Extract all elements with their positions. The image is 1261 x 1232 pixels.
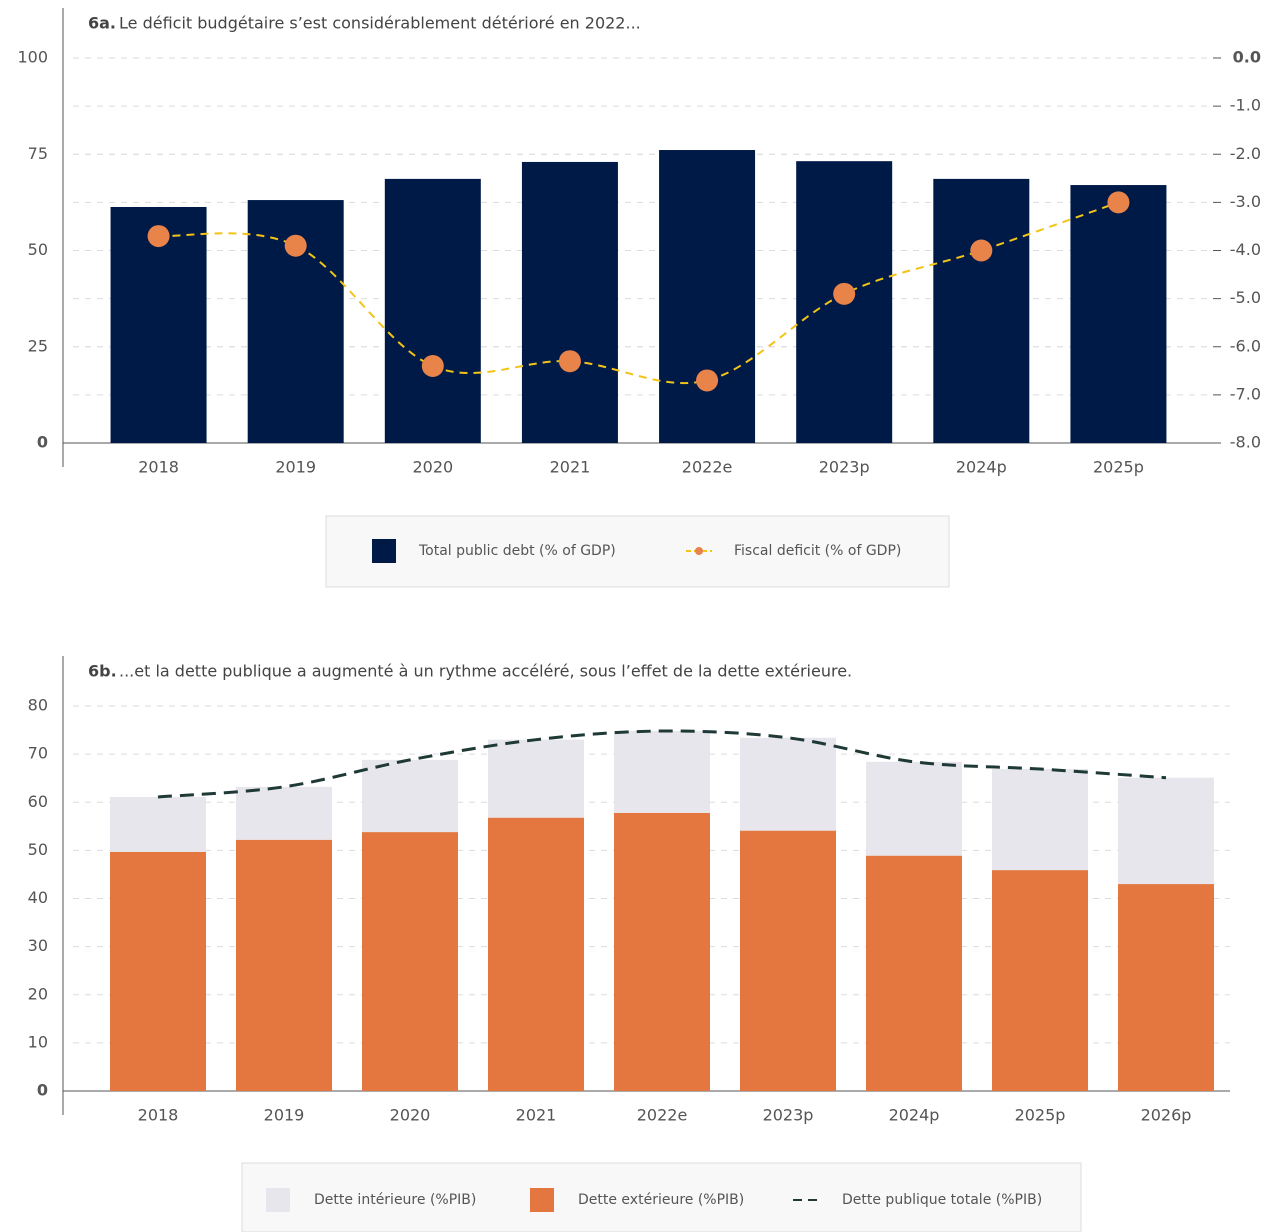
y-tick-label: 0 bbox=[37, 1081, 48, 1100]
bar bbox=[866, 855, 962, 1091]
bar bbox=[488, 739, 584, 818]
marker bbox=[970, 239, 993, 262]
x-tick-label: 2021 bbox=[550, 458, 591, 477]
legend-swatch bbox=[266, 1188, 290, 1212]
y-tick-label: 60 bbox=[28, 792, 48, 811]
x-tick-label: 2022e bbox=[637, 1106, 688, 1125]
bar bbox=[1118, 884, 1214, 1091]
bar bbox=[384, 178, 481, 443]
bar bbox=[488, 817, 584, 1091]
y2-tick-label: -8.0 bbox=[1230, 433, 1261, 452]
bar bbox=[614, 812, 710, 1091]
y-tick-label: 75 bbox=[28, 144, 48, 163]
x-tick-label: 2019 bbox=[264, 1106, 305, 1125]
marker bbox=[833, 282, 856, 305]
legend-swatch bbox=[530, 1188, 554, 1212]
y2-tick-label: -2.0 bbox=[1230, 144, 1261, 163]
y-tick-label: 80 bbox=[28, 696, 48, 715]
y-tick-label: 50 bbox=[28, 240, 48, 259]
line bbox=[158, 201, 1119, 385]
x-tick-label: 2026p bbox=[1141, 1106, 1192, 1125]
legend-label: Dette intérieure (%PIB) bbox=[314, 1192, 476, 1208]
y2-tick-label: -3.0 bbox=[1230, 192, 1261, 211]
x-tick-label: 2018 bbox=[138, 1106, 179, 1125]
legend-swatch bbox=[372, 539, 396, 563]
x-tick-label: 2025p bbox=[1093, 458, 1144, 477]
y-tick-label: 10 bbox=[28, 1032, 48, 1051]
y2-tick-label: -6.0 bbox=[1230, 336, 1261, 355]
y-tick-label: 0 bbox=[37, 433, 48, 452]
bar bbox=[236, 839, 332, 1091]
x-tick-label: 2024p bbox=[889, 1106, 940, 1125]
y2-tick-label: -1.0 bbox=[1230, 96, 1261, 115]
bar bbox=[992, 769, 1088, 871]
marker bbox=[1107, 191, 1130, 214]
y2-tick-label: -5.0 bbox=[1230, 288, 1261, 307]
legend-label: Fiscal deficit (% of GDP) bbox=[734, 543, 901, 559]
y2-tick-label: 0.0 bbox=[1233, 48, 1261, 67]
chart-title: ...et la dette publique a augmenté à un … bbox=[119, 662, 852, 681]
marker bbox=[421, 355, 444, 377]
bar bbox=[659, 150, 756, 443]
y2-tick-label: -7.0 bbox=[1230, 384, 1261, 403]
y-tick-label: 40 bbox=[28, 888, 48, 907]
x-tick-label: 2023p bbox=[819, 458, 870, 477]
y-tick-label: 25 bbox=[28, 336, 48, 355]
marker bbox=[558, 350, 581, 373]
bar bbox=[1070, 185, 1167, 444]
x-tick-label: 2020 bbox=[412, 458, 453, 477]
bar bbox=[866, 761, 962, 856]
bar bbox=[236, 786, 332, 840]
bar bbox=[362, 759, 458, 833]
chart-title-prefix: 6b. bbox=[88, 662, 117, 681]
bar bbox=[110, 851, 206, 1091]
x-tick-label: 2019 bbox=[275, 458, 316, 477]
legend-label: Dette publique totale (%PIB) bbox=[842, 1192, 1042, 1208]
bar bbox=[992, 870, 1088, 1091]
bar bbox=[521, 161, 618, 443]
legend-box bbox=[241, 1162, 1082, 1232]
x-tick-label: 2025p bbox=[1015, 1106, 1066, 1125]
y-tick-label: 100 bbox=[17, 48, 48, 67]
bar bbox=[933, 178, 1030, 443]
y-tick-label: 30 bbox=[28, 936, 48, 955]
marker bbox=[696, 369, 719, 392]
bar bbox=[110, 796, 206, 852]
line bbox=[157, 729, 1167, 799]
x-tick-label: 2020 bbox=[390, 1106, 431, 1125]
y2-tick-label: -4.0 bbox=[1230, 240, 1261, 259]
legend-box bbox=[325, 515, 950, 588]
marker bbox=[284, 234, 307, 257]
y-tick-label: 70 bbox=[28, 744, 48, 763]
x-tick-label: 2022e bbox=[682, 458, 733, 477]
bar bbox=[1118, 777, 1214, 885]
legend-label: Dette extérieure (%PIB) bbox=[578, 1192, 744, 1208]
marker bbox=[147, 225, 170, 248]
legend-swatch bbox=[695, 547, 703, 555]
x-tick-label: 2023p bbox=[763, 1106, 814, 1125]
x-tick-label: 2021 bbox=[516, 1106, 557, 1125]
y-tick-label: 20 bbox=[28, 984, 48, 1003]
bar bbox=[740, 830, 836, 1091]
y-tick-label: 50 bbox=[28, 840, 48, 859]
chart-title-prefix: 6a. bbox=[88, 14, 116, 33]
legend-label: Total public debt (% of GDP) bbox=[418, 543, 616, 559]
chart-title: Le déficit budgétaire s’est considérable… bbox=[119, 14, 641, 33]
bar bbox=[614, 731, 710, 813]
bar bbox=[740, 737, 836, 831]
x-tick-label: 2024p bbox=[956, 458, 1007, 477]
bar bbox=[362, 832, 458, 1091]
x-tick-label: 2018 bbox=[138, 458, 179, 477]
